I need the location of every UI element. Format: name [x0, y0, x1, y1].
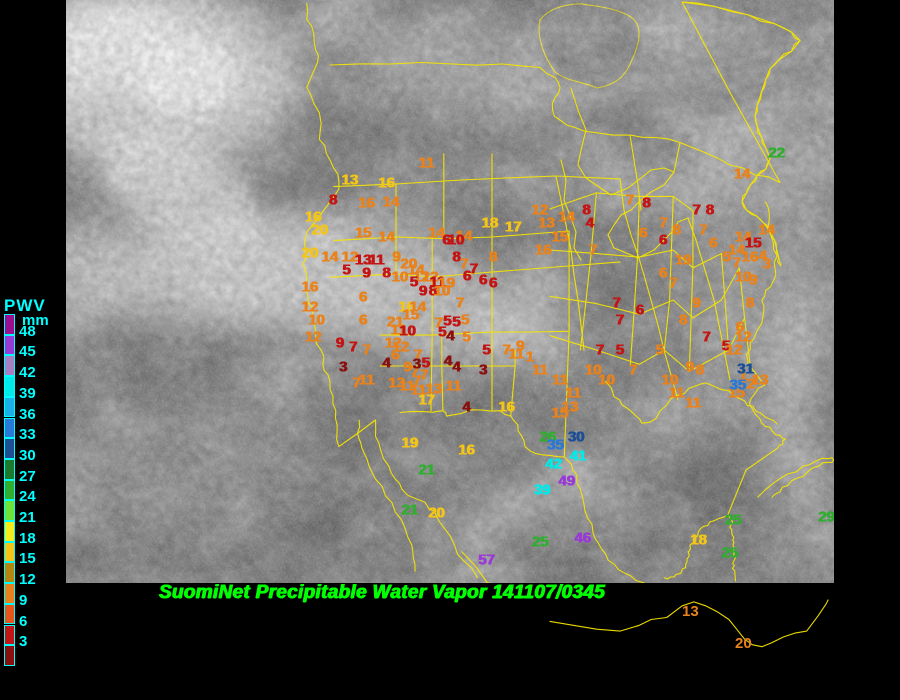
svg-text:20: 20 [735, 635, 752, 652]
svg-text:13: 13 [682, 603, 699, 620]
